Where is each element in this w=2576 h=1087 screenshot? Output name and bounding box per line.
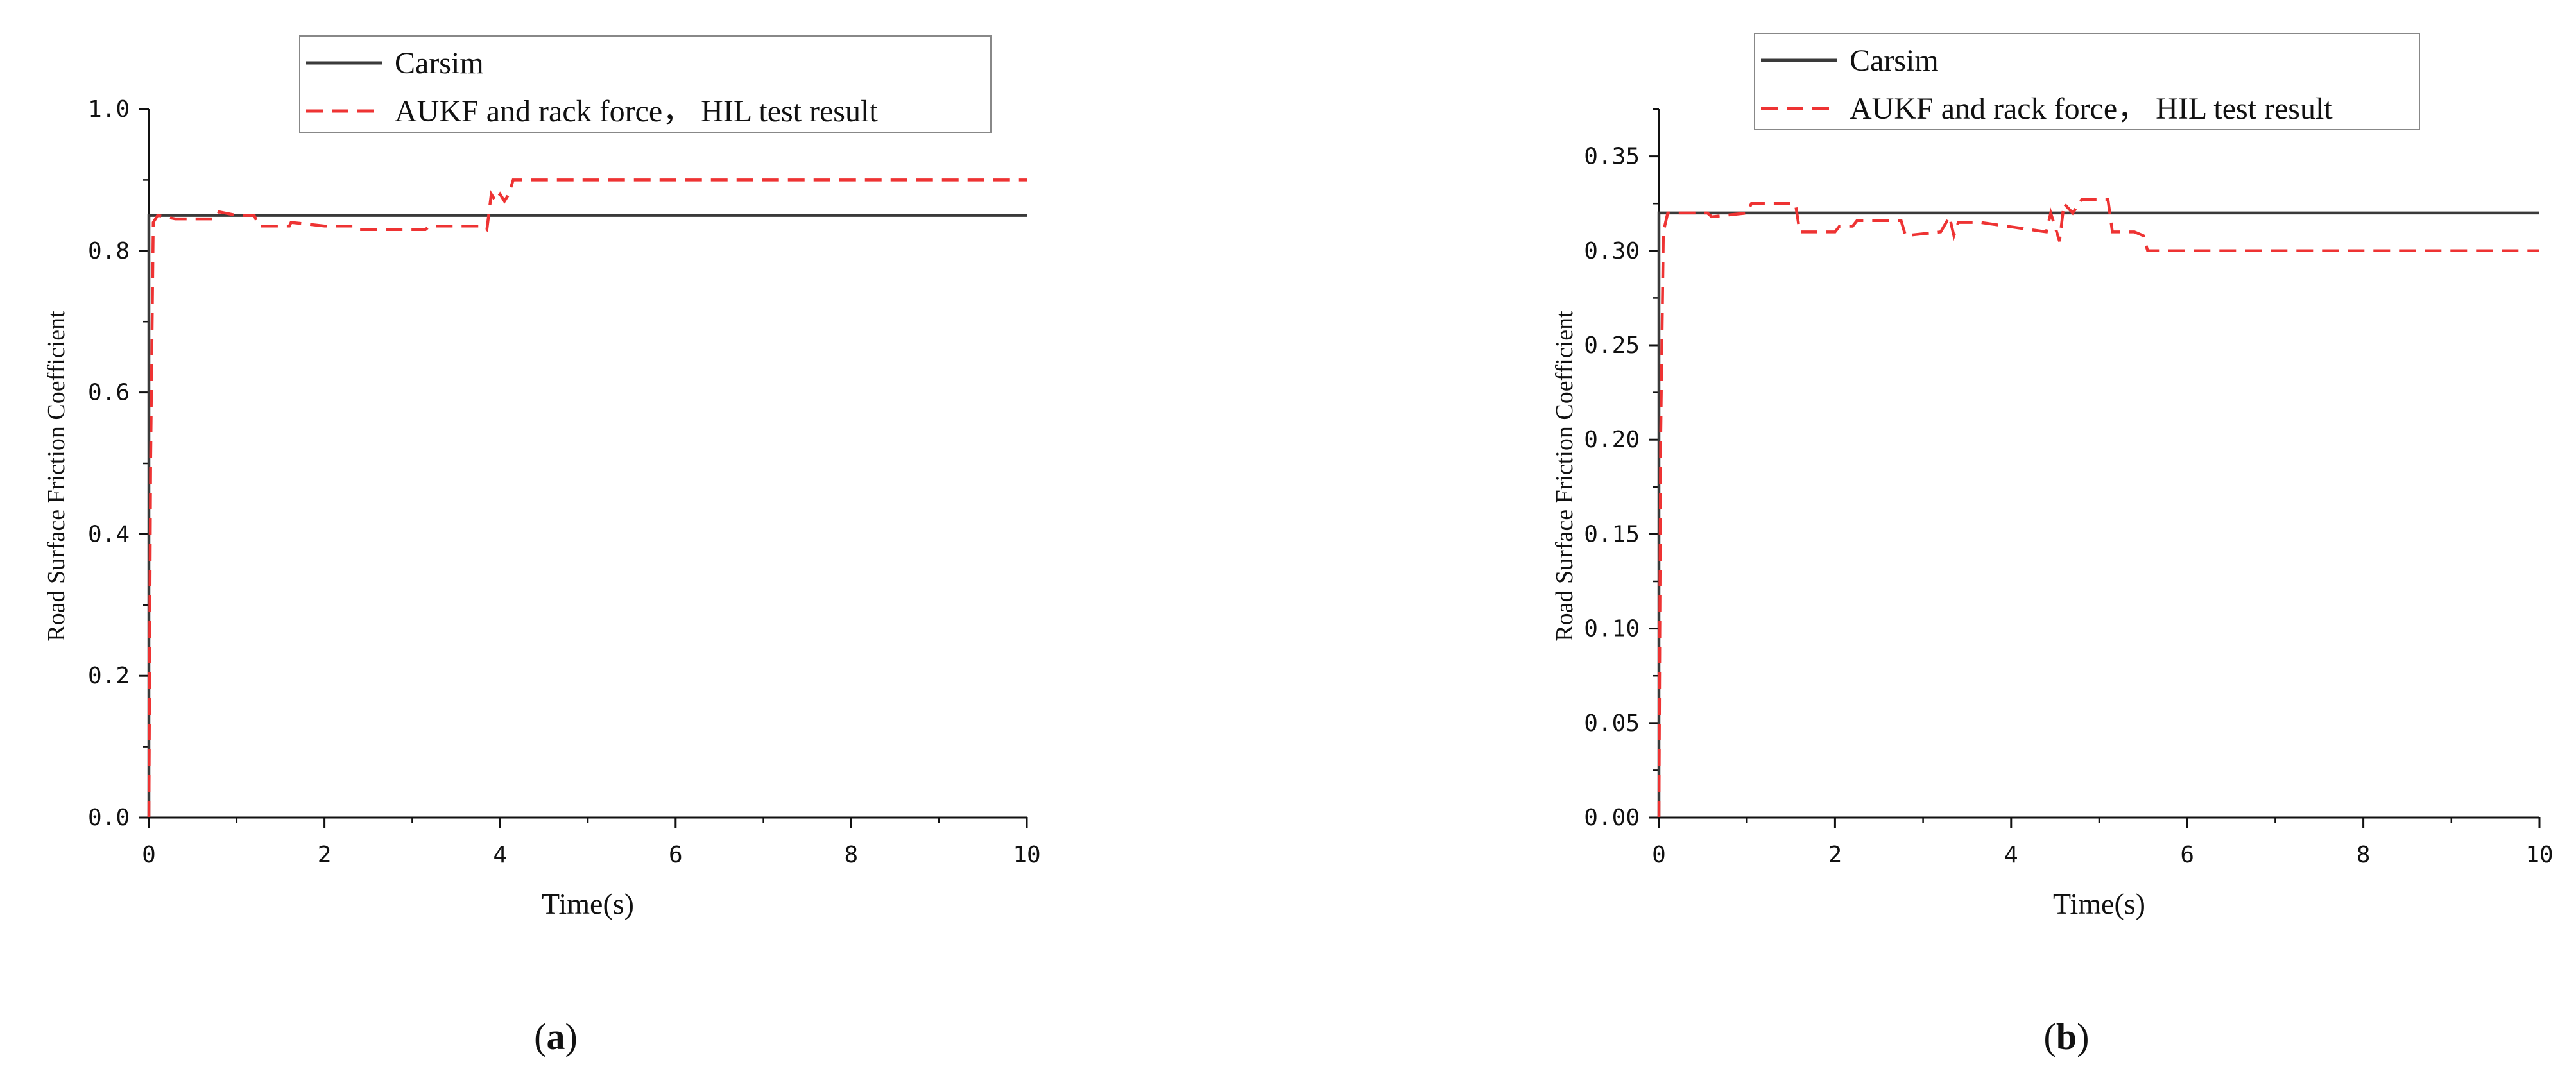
legend-entry-carsim: Carsim — [1850, 44, 1939, 78]
legend-box — [299, 35, 992, 133]
x-tick-label: 2 — [318, 842, 332, 868]
legend-entry-aukf-hil: AUKF and rack force， HIL test result — [395, 94, 878, 128]
x-tick-label: 10 — [1013, 842, 1040, 868]
x-tick-label: 4 — [493, 842, 507, 868]
y-tick-label: 0.0 — [88, 805, 130, 831]
chart-panel-b: 0 2 4 6 8 10 0.00 0.05 0.10 0.15 0.20 0.25 0.30 0.35 T… — [1551, 33, 2554, 1057]
x-tick-label: 4 — [2004, 842, 2018, 868]
series-line-aukf-hil — [1657, 198, 2539, 818]
panel-label: (a) — [534, 1016, 578, 1057]
y-axis-label: Road Surface Friction Coefficient — [1551, 311, 1578, 642]
y-tick-label: 0.2 — [88, 663, 130, 689]
y-tick-label: 0.15 — [1584, 521, 1640, 547]
y-axis-label: Road Surface Friction Coefficient — [43, 311, 70, 642]
y-tick-label: 1.0 — [88, 96, 130, 123]
y-tick-label: 0.25 — [1584, 332, 1640, 359]
x-tick-label: 2 — [1828, 842, 1842, 868]
y-tick-label: 0.4 — [88, 521, 130, 547]
y-tick-label: 0.00 — [1584, 805, 1640, 831]
x-tick-label: 0 — [1652, 842, 1666, 868]
series-line-aukf-hil — [147, 178, 1027, 818]
series-line-carsim — [1657, 211, 2539, 817]
y-tick-label: 0.6 — [88, 380, 130, 406]
x-axis-label: Time(s) — [542, 887, 634, 920]
y-tick-label: 0.35 — [1584, 144, 1640, 170]
y-tick-label: 0.05 — [1584, 710, 1640, 737]
legend-entry-aukf-hil: AUKF and rack force， HIL test result — [1850, 92, 2333, 126]
x-tick-label: 10 — [2525, 842, 2553, 868]
y-tick-label: 0.30 — [1584, 238, 1640, 264]
x-axis-label: Time(s) — [2053, 887, 2145, 920]
y-tick-label: 0.20 — [1584, 427, 1640, 453]
x-tick-label: 6 — [2180, 842, 2194, 868]
x-tick-label: 8 — [845, 842, 859, 868]
panel-label: (b) — [2044, 1016, 2090, 1057]
x-tick-label: 0 — [142, 842, 156, 868]
series-line-carsim — [147, 214, 1027, 817]
x-tick-label: 8 — [2357, 842, 2371, 868]
y-tick-label: 0.8 — [88, 238, 130, 264]
y-tick-label: 0.10 — [1584, 616, 1640, 642]
chart-panel-a: 0 2 4 6 8 10 0.0 0.2 0.4 0.6 0.8 1.0 Time(s) Road Sur… — [43, 35, 1041, 1057]
legend-box — [1754, 33, 2420, 130]
x-tick-label: 6 — [669, 842, 683, 868]
legend-entry-carsim: Carsim — [395, 46, 484, 80]
